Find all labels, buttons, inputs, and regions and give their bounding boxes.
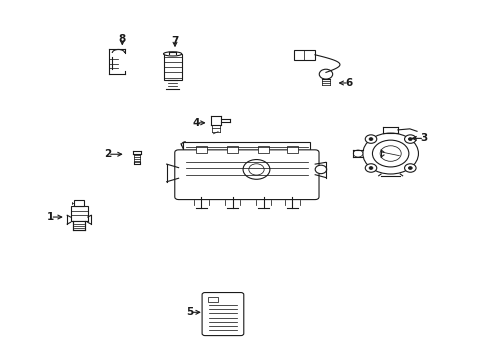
Ellipse shape: [163, 52, 182, 56]
Circle shape: [248, 164, 264, 175]
Circle shape: [404, 164, 415, 172]
Bar: [383, 151, 393, 156]
Bar: [227, 145, 237, 153]
Bar: [293, 50, 314, 60]
Circle shape: [365, 164, 376, 172]
Circle shape: [407, 138, 411, 140]
Circle shape: [365, 135, 376, 143]
Text: 4: 4: [192, 118, 200, 128]
Bar: [163, 54, 182, 80]
Circle shape: [368, 138, 372, 140]
Bar: [393, 152, 399, 155]
Bar: [70, 207, 88, 221]
Bar: [73, 221, 85, 230]
Bar: [258, 145, 268, 153]
Circle shape: [407, 167, 411, 170]
Text: 3: 3: [420, 133, 427, 143]
Circle shape: [319, 69, 332, 79]
Circle shape: [315, 165, 326, 174]
Text: 5: 5: [185, 307, 193, 317]
Circle shape: [368, 167, 372, 170]
Bar: [183, 142, 310, 152]
Circle shape: [243, 159, 269, 179]
Text: 8: 8: [119, 34, 126, 44]
Circle shape: [404, 135, 415, 143]
Circle shape: [352, 150, 362, 157]
Circle shape: [379, 146, 400, 161]
Text: 6: 6: [345, 78, 352, 88]
Text: 1: 1: [47, 212, 54, 222]
Circle shape: [372, 140, 408, 167]
FancyBboxPatch shape: [174, 150, 318, 199]
FancyBboxPatch shape: [202, 293, 244, 336]
Bar: [74, 200, 84, 207]
Bar: [286, 145, 297, 153]
Text: 2: 2: [104, 149, 111, 159]
Text: 7: 7: [171, 36, 178, 46]
Bar: [196, 145, 206, 153]
Bar: [207, 297, 218, 302]
Circle shape: [362, 133, 418, 174]
